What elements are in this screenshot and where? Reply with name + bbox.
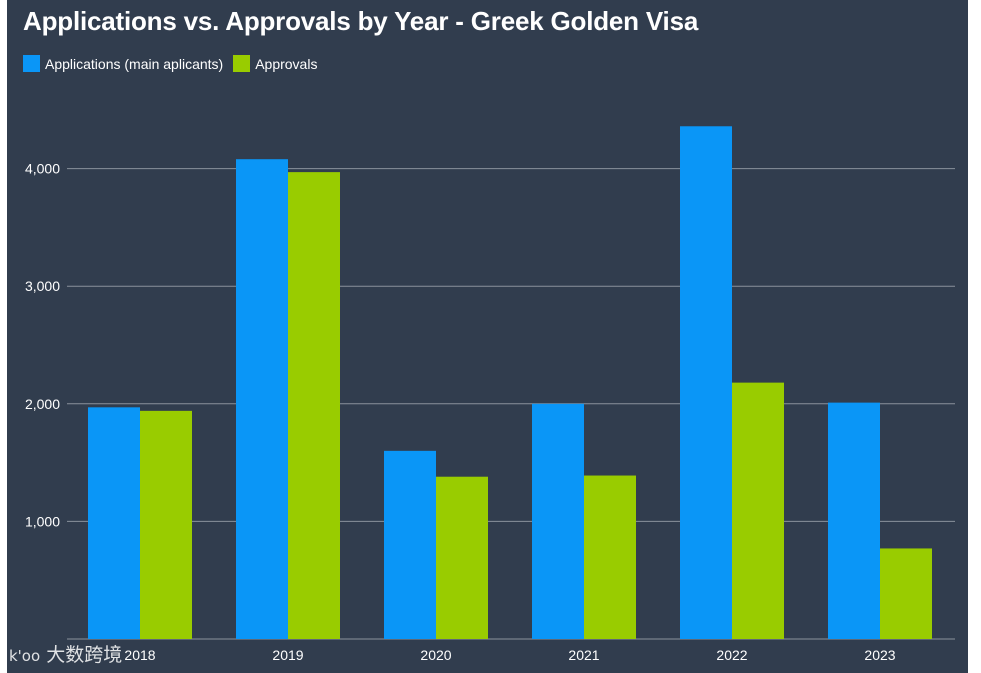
chart-legend: Applications (main aplicants) Approvals bbox=[23, 55, 327, 72]
x-tick-label-2020: 2020 bbox=[420, 647, 451, 663]
bar-approvals-2022[interactable] bbox=[732, 382, 784, 639]
bar-applications-2022[interactable] bbox=[680, 126, 732, 640]
x-tick-label-2022: 2022 bbox=[716, 647, 747, 663]
legend-swatch-applications bbox=[23, 55, 40, 72]
bar-applications-2021[interactable] bbox=[532, 403, 584, 639]
x-tick-label-2021: 2021 bbox=[568, 647, 599, 663]
bar-applications-2018[interactable] bbox=[88, 407, 140, 639]
y-tick-label-4000: 4,000 bbox=[25, 161, 60, 177]
legend-item-approvals[interactable]: Approvals bbox=[233, 55, 317, 72]
y-tick-label-3000: 3,000 bbox=[25, 278, 60, 294]
bar-approvals-2019[interactable] bbox=[288, 172, 340, 640]
bar-applications-2020[interactable] bbox=[384, 450, 436, 639]
chart-title: Applications vs. Approvals by Year - Gre… bbox=[23, 6, 699, 36]
legend-label-approvals: Approvals bbox=[255, 55, 318, 72]
bar-approvals-2021[interactable] bbox=[584, 475, 636, 639]
x-tick-label-2019: 2019 bbox=[272, 647, 303, 663]
legend-swatch-approvals bbox=[233, 55, 251, 72]
watermark: k'oo 大数跨境 bbox=[9, 640, 122, 667]
watermark-logo: k'oo bbox=[9, 647, 41, 665]
bar-approvals-2023[interactable] bbox=[880, 548, 932, 639]
legend-label-applications: Applications (main aplicants) bbox=[45, 55, 224, 72]
bar-applications-2023[interactable] bbox=[828, 402, 880, 639]
bar-approvals-2020[interactable] bbox=[436, 476, 488, 639]
bar-approvals-2018[interactable] bbox=[140, 410, 192, 639]
y-tick-label-2000: 2,000 bbox=[25, 396, 60, 412]
bar-applications-2019[interactable] bbox=[236, 159, 288, 639]
x-tick-label-2023: 2023 bbox=[864, 647, 895, 663]
legend-item-applications[interactable]: Applications (main aplicants) bbox=[23, 55, 223, 72]
x-tick-label-2018: 2018 bbox=[124, 647, 155, 663]
y-tick-label-1000: 1,000 bbox=[25, 513, 60, 529]
watermark-text: 大数跨境 bbox=[46, 644, 123, 666]
